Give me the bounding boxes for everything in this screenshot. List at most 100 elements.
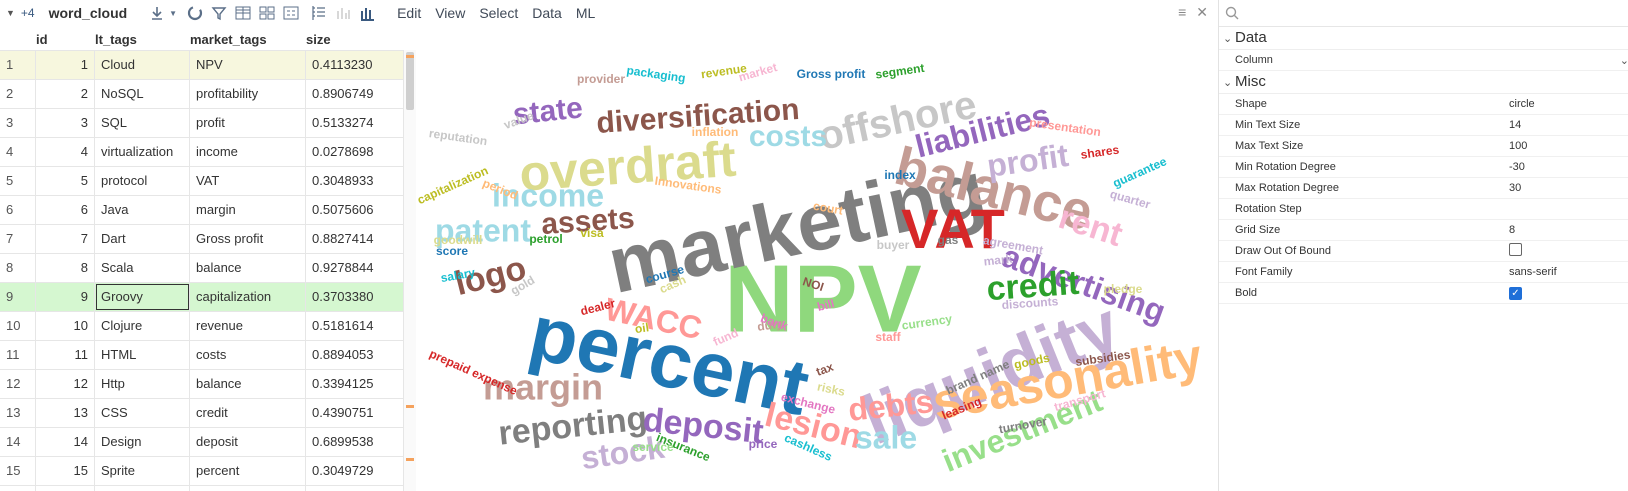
property-search[interactable] <box>1219 0 1628 27</box>
row-number[interactable]: 4 <box>0 138 36 166</box>
cell-id[interactable]: 13 <box>36 399 95 427</box>
cell-size[interactable]: 0.9278844 <box>306 254 404 282</box>
word-court[interactable]: court <box>812 199 844 218</box>
word-costs[interactable]: costs <box>749 120 827 153</box>
cell-id[interactable]: 14 <box>36 428 95 456</box>
cell-market-tags[interactable]: margin <box>190 196 306 224</box>
property-search-input[interactable] <box>1245 5 1609 21</box>
cell-lt-tags[interactable]: Groovy <box>95 283 190 311</box>
cell-lt-tags[interactable]: Design <box>95 428 190 456</box>
histogram-icon[interactable] <box>355 1 379 25</box>
table-row[interactable]: 3 3 SQL profit 0.5133274 <box>0 108 416 137</box>
row-number[interactable]: 12 <box>0 370 36 398</box>
word-pledge[interactable]: pledge <box>1104 282 1143 296</box>
view-count-dropdown[interactable]: ▼ +4 <box>0 0 35 26</box>
row-number[interactable]: 16 <box>0 486 36 491</box>
word-revenue[interactable]: revenue <box>700 61 748 81</box>
word-salary[interactable]: salary <box>440 265 477 285</box>
cell-market-tags[interactable]: Gross profit <box>190 225 306 253</box>
cell-size[interactable]: 0.3048933 <box>306 167 404 195</box>
prop-bold[interactable]: Bold ✓ <box>1219 283 1628 304</box>
cell-lt-tags[interactable]: Sprite <box>95 457 190 485</box>
column-header-market-tags[interactable]: market_tags <box>190 32 267 47</box>
cell-market-tags[interactable]: capitalization <box>190 283 306 311</box>
table-row[interactable]: 9 9 Groovy capitalization 0.3703380 <box>0 282 416 311</box>
word-petrol[interactable]: petrol <box>529 232 562 246</box>
cell-lt-tags[interactable]: Collision <box>95 486 190 491</box>
word-segment[interactable]: segment <box>874 61 925 82</box>
cell-id[interactable]: 15 <box>36 457 95 485</box>
table-row[interactable]: 4 4 virtualization income 0.0278698 <box>0 137 416 166</box>
prop-min-rotation-degree[interactable]: Min Rotation Degree -30 <box>1219 157 1628 178</box>
row-number[interactable]: 7 <box>0 225 36 253</box>
prop-column[interactable]: Column ⌄ <box>1219 50 1628 71</box>
download-caret-icon[interactable]: ▼ <box>169 8 178 18</box>
row-number[interactable]: 2 <box>0 80 36 108</box>
row-number[interactable]: 3 <box>0 109 36 137</box>
cell-id[interactable]: 1 <box>36 51 95 79</box>
cell-id[interactable]: 16 <box>36 486 95 491</box>
column-header-lt-tags[interactable]: lt_tags <box>95 32 137 47</box>
cell-market-tags[interactable]: percent <box>190 457 306 485</box>
row-number[interactable]: 10 <box>0 312 36 340</box>
word-index[interactable]: index <box>884 168 916 182</box>
word-state[interactable]: state <box>511 91 584 131</box>
table-row[interactable]: 11 11 HTML costs 0.8894053 <box>0 340 416 369</box>
row-number[interactable]: 11 <box>0 341 36 369</box>
cell-market-tags[interactable]: liquidity <box>190 486 306 491</box>
word-tax[interactable]: tax <box>814 360 835 379</box>
cell-lt-tags[interactable]: SQL <box>95 109 190 137</box>
column-dropdown[interactable]: ⌄ <box>1359 54 1628 67</box>
download-icon[interactable] <box>145 1 169 25</box>
word-patent[interactable]: patent <box>435 212 531 248</box>
cell-id[interactable]: 5 <box>36 167 95 195</box>
cell-id[interactable]: 6 <box>36 196 95 224</box>
cell-lt-tags[interactable]: HTML <box>95 341 190 369</box>
menu-select[interactable]: Select <box>479 5 519 21</box>
word-mark[interactable]: mark <box>983 252 1013 269</box>
word-price[interactable]: price <box>749 437 778 451</box>
cell-market-tags[interactable]: profitability <box>190 80 306 108</box>
prop-value[interactable]: sans-serif <box>1509 266 1557 278</box>
cell-id[interactable]: 12 <box>36 370 95 398</box>
prop-shape[interactable]: Shape circle <box>1219 94 1628 115</box>
cell-market-tags[interactable]: balance <box>190 370 306 398</box>
word-cloud[interactable]: NPVmarketingliquiditypercentVATbalanceov… <box>418 28 1216 488</box>
table-row[interactable]: 1 1 Cloud NPV 0.4113230 <box>0 50 416 79</box>
word-buyer[interactable]: buyer <box>877 238 910 252</box>
word-reputation[interactable]: reputation <box>428 126 488 148</box>
prop-value[interactable]: 30 <box>1509 182 1522 194</box>
word-credit[interactable]: credit <box>985 264 1080 308</box>
cell-market-tags[interactable]: balance <box>190 254 306 282</box>
checkbox-checked[interactable]: ✓ <box>1509 286 1522 300</box>
filter-icon[interactable] <box>207 1 231 25</box>
word-noi[interactable]: NOI <box>801 274 826 294</box>
word-risks[interactable]: risks <box>816 379 847 399</box>
word-packaging[interactable]: packaging <box>626 63 687 85</box>
menu-edit[interactable]: Edit <box>397 5 422 21</box>
table-row[interactable]: 10 10 Clojure revenue 0.5181614 <box>0 311 416 340</box>
cell-lt-tags[interactable]: Http <box>95 370 190 398</box>
cell-size[interactable]: 0.4113230 <box>306 51 404 79</box>
cell-size[interactable]: 0.4390751 <box>306 399 404 427</box>
table-row[interactable]: 1616Collisionliquidity0.3352679 <box>0 485 416 491</box>
word-inflation[interactable]: inflation <box>692 125 739 139</box>
word-gas[interactable]: gas <box>938 233 959 247</box>
word-duty[interactable]: duty <box>756 316 783 333</box>
row-number[interactable]: 15 <box>0 457 36 485</box>
cell-market-tags[interactable]: NPV <box>190 51 306 79</box>
prop-value[interactable]: 8 <box>1509 224 1516 236</box>
cell-size[interactable]: 0.5133274 <box>306 109 404 137</box>
word-quarter[interactable]: quarter <box>1108 187 1152 212</box>
close-icon[interactable]: ✕ <box>1196 4 1208 20</box>
table-row[interactable]: 6 6 Java margin 0.5075606 <box>0 195 416 224</box>
cell-id[interactable]: 2 <box>36 80 95 108</box>
prop-font-family[interactable]: Font Family sans-serif <box>1219 262 1628 283</box>
prop-value[interactable]: 14 <box>1509 119 1522 131</box>
cell-size[interactable]: 0.5181614 <box>306 312 404 340</box>
menu-view[interactable]: View <box>435 5 466 21</box>
word-oil[interactable]: oil <box>634 320 650 336</box>
cell-size[interactable]: 0.6899538 <box>306 428 404 456</box>
cell-market-tags[interactable]: costs <box>190 341 306 369</box>
cell-lt-tags[interactable]: virtualization <box>95 138 190 166</box>
